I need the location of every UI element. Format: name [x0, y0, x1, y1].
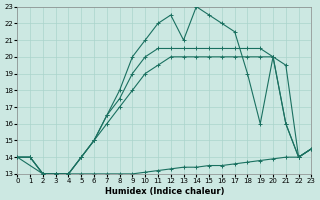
X-axis label: Humidex (Indice chaleur): Humidex (Indice chaleur) — [105, 187, 224, 196]
